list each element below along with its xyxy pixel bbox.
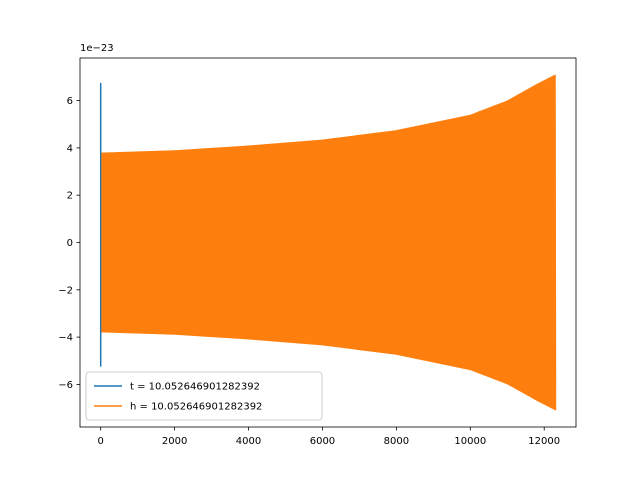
legend-label: h = 10.052646901282392	[130, 402, 262, 413]
legend: t = 10.052646901282392 h = 10.05264690128…	[85, 371, 323, 421]
y-axis: −6 −4 −2 0 2 4 6	[58, 96, 80, 391]
legend-box	[85, 371, 323, 421]
y-tick-label: −4	[58, 333, 73, 344]
x-tick-label: 12000	[528, 436, 560, 447]
x-tick-label: 6000	[310, 436, 335, 447]
y-tick-label: 0	[67, 238, 73, 249]
y-offset-label: 1e−23	[80, 43, 114, 54]
x-tick-label: 4000	[236, 436, 261, 447]
x-tick-label: 10000	[454, 436, 486, 447]
y-tick-label: 2	[67, 191, 73, 202]
y-tick-label: −2	[58, 285, 73, 296]
x-tick-label: 2000	[162, 436, 187, 447]
y-tick-label: −6	[58, 380, 73, 391]
x-axis: 0 2000 4000 6000 8000 10000 12000	[98, 427, 560, 447]
plot-area	[99, 74, 557, 411]
series-h-line	[100, 74, 557, 411]
x-tick-label: 0	[98, 436, 104, 447]
legend-label: t = 10.052646901282392	[130, 382, 260, 393]
y-tick-label: 6	[67, 96, 73, 107]
y-tick-label: 4	[67, 143, 73, 154]
x-tick-label: 8000	[384, 436, 409, 447]
